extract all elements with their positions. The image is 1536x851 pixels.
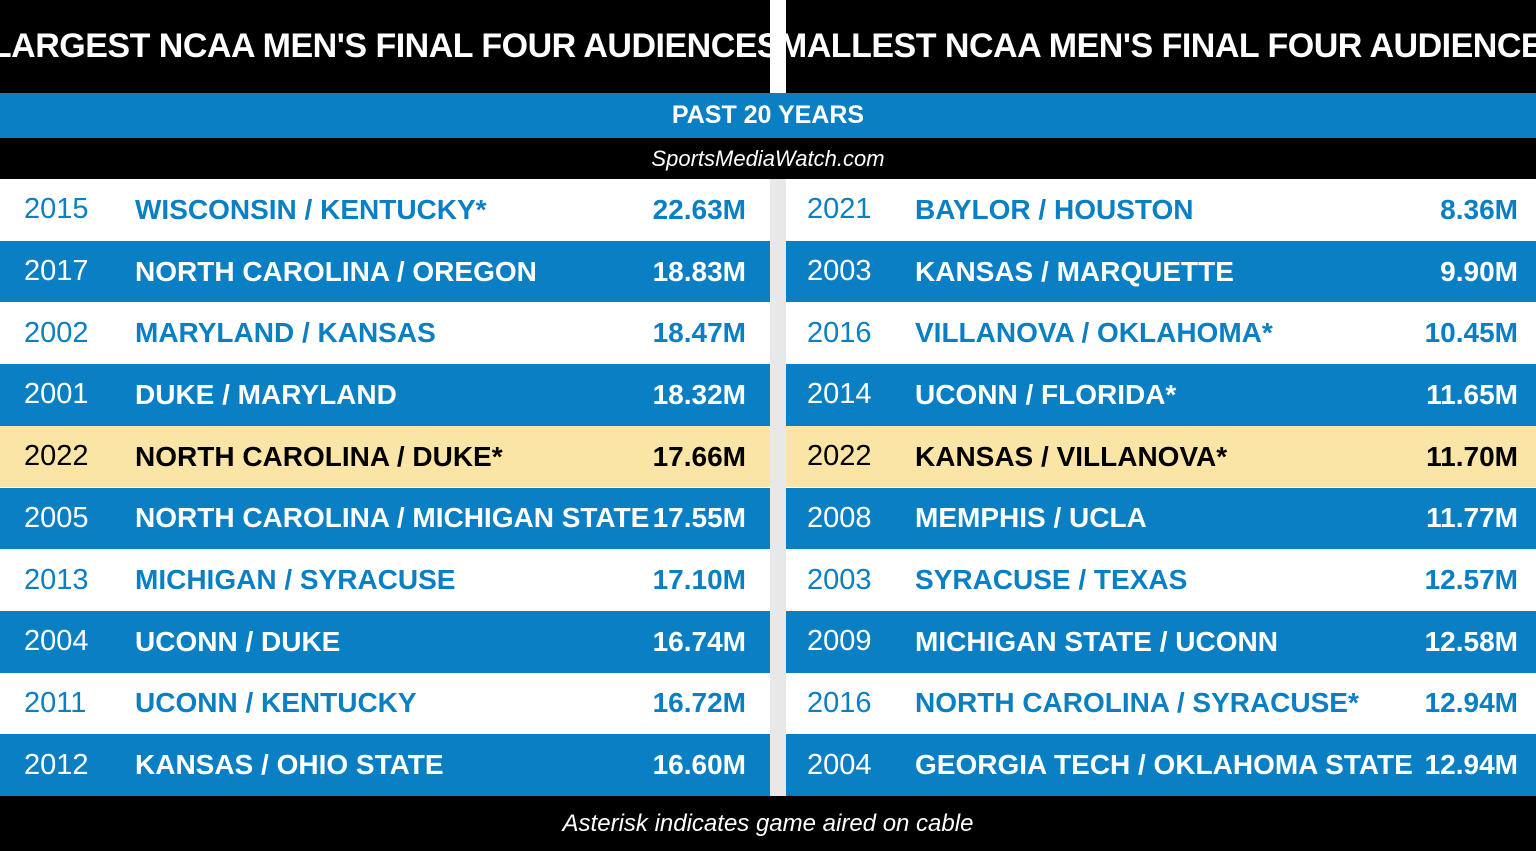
- year-cell: 2012: [24, 748, 89, 781]
- matchup-cell: MARYLAND / KANSAS: [135, 317, 436, 349]
- viewers-cell: 17.66M: [652, 440, 746, 472]
- smallest-audience-row: 2016 VILLANOVA / OKLAHOMA* 10.45M: [786, 302, 1536, 365]
- viewers-cell: 11.65M: [1426, 378, 1518, 410]
- matchup-cell: KANSAS / VILLANOVA*: [915, 440, 1228, 472]
- year-cell: 2016: [807, 686, 872, 719]
- year-cell: 2011: [24, 686, 87, 719]
- viewers-cell: 11.70M: [1426, 440, 1518, 472]
- viewers-cell: 18.83M: [652, 255, 746, 287]
- smallest-audience-row: 2008 MEMPHIS / UCLA 11.77M: [786, 487, 1536, 550]
- matchup-cell: UCONN / FLORIDA*: [915, 378, 1177, 410]
- largest-audience-row: 2004 UCONN / DUKE 16.74M: [0, 610, 770, 673]
- largest-audience-row: 2015 WISCONSIN / KENTUCKY* 22.63M: [0, 179, 770, 241]
- matchup-cell: UCONN / KENTUCKY: [135, 687, 417, 719]
- year-cell: 2014: [807, 378, 872, 411]
- largest-audiences-title: LARGEST NCAA MEN'S FINAL FOUR AUDIENCES: [0, 0, 780, 93]
- largest-audience-row: 2013 MICHIGAN / SYRACUSE 17.10M: [0, 549, 770, 611]
- viewers-cell: 17.10M: [652, 564, 746, 596]
- matchup-cell: NORTH CAROLINA / OREGON: [135, 255, 537, 287]
- smallest-audience-row: 2009 MICHIGAN STATE / UCONN 12.58M: [786, 610, 1536, 673]
- year-cell: 2017: [24, 255, 89, 288]
- viewers-cell: 22.63M: [652, 193, 746, 225]
- viewers-cell: 17.55M: [652, 502, 746, 534]
- viewers-cell: 10.45M: [1424, 317, 1518, 349]
- matchup-cell: MEMPHIS / UCLA: [915, 502, 1147, 534]
- column-divider: [770, 179, 786, 796]
- smallest-audience-row: 2022 KANSAS / VILLANOVA* 11.70M: [786, 425, 1536, 488]
- viewers-cell: 12.57M: [1424, 564, 1518, 596]
- viewers-cell: 9.90M: [1440, 255, 1518, 287]
- largest-audience-row: 2002 MARYLAND / KANSAS 18.47M: [0, 302, 770, 365]
- year-cell: 2003: [807, 255, 872, 288]
- year-cell: 2008: [807, 501, 872, 534]
- year-cell: 2016: [807, 316, 872, 349]
- largest-audience-row: 2012 KANSAS / OHIO STATE 16.60M: [0, 734, 770, 796]
- year-cell: 2004: [807, 748, 872, 781]
- period-subtitle: PAST 20 YEARS: [0, 93, 1536, 138]
- year-cell: 2015: [24, 193, 89, 226]
- matchup-cell: NORTH CAROLINA / SYRACUSE*: [915, 687, 1359, 719]
- matchup-cell: WISCONSIN / KENTUCKY*: [135, 193, 487, 225]
- smallest-audience-row: 2016 NORTH CAROLINA / SYRACUSE* 12.94M: [786, 672, 1536, 735]
- largest-audiences-table: 2015 WISCONSIN / KENTUCKY* 22.63M 2017 NORTH…: [0, 179, 770, 796]
- matchup-cell: UCONN / DUKE: [135, 625, 341, 657]
- matchup-cell: VILLANOVA / OKLAHOMA*: [915, 317, 1273, 349]
- viewers-cell: 16.60M: [652, 749, 746, 781]
- year-cell: 2003: [807, 563, 872, 596]
- year-cell: 2002: [24, 316, 89, 349]
- source-credit: SportsMediaWatch.com: [0, 138, 1536, 179]
- header-divider: [770, 0, 786, 93]
- matchup-cell: DUKE / MARYLAND: [135, 378, 397, 410]
- matchup-cell: NORTH CAROLINA / MICHIGAN STATE: [135, 502, 650, 534]
- matchup-cell: SYRACUSE / TEXAS: [915, 564, 1188, 596]
- year-cell: 2022: [24, 440, 89, 473]
- smallest-audience-row: 2003 KANSAS / MARQUETTE 9.90M: [786, 240, 1536, 303]
- viewers-cell: 18.47M: [652, 317, 746, 349]
- viewers-cell: 16.72M: [652, 687, 746, 719]
- matchup-cell: MICHIGAN / SYRACUSE: [135, 564, 456, 596]
- largest-audience-row: 2017 NORTH CAROLINA / OREGON 18.83M: [0, 240, 770, 303]
- viewers-cell: 18.32M: [652, 378, 746, 410]
- matchup-cell: MICHIGAN STATE / UCONN: [915, 625, 1278, 657]
- year-cell: 2022: [807, 440, 872, 473]
- viewers-cell: 8.36M: [1440, 193, 1518, 225]
- viewers-cell: 12.58M: [1424, 625, 1518, 657]
- largest-audience-row: 2022 NORTH CAROLINA / DUKE* 17.66M: [0, 425, 770, 488]
- smallest-audience-row: 2021 BAYLOR / HOUSTON 8.36M: [786, 179, 1536, 241]
- year-cell: 2021: [807, 193, 872, 226]
- viewers-cell: 12.94M: [1424, 687, 1518, 719]
- smallest-audience-row: 2003 SYRACUSE / TEXAS 12.57M: [786, 549, 1536, 611]
- year-cell: 2005: [24, 501, 89, 534]
- footnote: Asterisk indicates game aired on cable: [0, 796, 1536, 851]
- smallest-audiences-title: SMALLEST NCAA MEN'S FINAL FOUR AUDIENCES: [757, 0, 1536, 93]
- year-cell: 2001: [24, 378, 89, 411]
- viewers-cell: 11.77M: [1426, 502, 1518, 534]
- smallest-audience-row: 2014 UCONN / FLORIDA* 11.65M: [786, 364, 1536, 426]
- largest-audience-row: 2001 DUKE / MARYLAND 18.32M: [0, 364, 770, 426]
- largest-audience-row: 2005 NORTH CAROLINA / MICHIGAN STATE 17.55…: [0, 487, 770, 550]
- matchup-cell: KANSAS / MARQUETTE: [915, 255, 1234, 287]
- viewers-cell: 16.74M: [652, 625, 746, 657]
- year-cell: 2013: [24, 563, 89, 596]
- smallest-audience-row: 2004 GEORGIA TECH / OKLAHOMA STATE 12.94M: [786, 734, 1536, 796]
- smallest-audiences-table: 2021 BAYLOR / HOUSTON 8.36M 2003 KANSAS / MA…: [786, 179, 1536, 796]
- viewers-cell: 12.94M: [1424, 749, 1518, 781]
- matchup-cell: GEORGIA TECH / OKLAHOMA STATE: [915, 749, 1413, 781]
- matchup-cell: KANSAS / OHIO STATE: [135, 749, 444, 781]
- year-cell: 2009: [807, 625, 872, 658]
- year-cell: 2004: [24, 625, 89, 658]
- matchup-cell: BAYLOR / HOUSTON: [915, 193, 1194, 225]
- matchup-cell: NORTH CAROLINA / DUKE*: [135, 440, 503, 472]
- largest-audience-row: 2011 UCONN / KENTUCKY 16.72M: [0, 672, 770, 735]
